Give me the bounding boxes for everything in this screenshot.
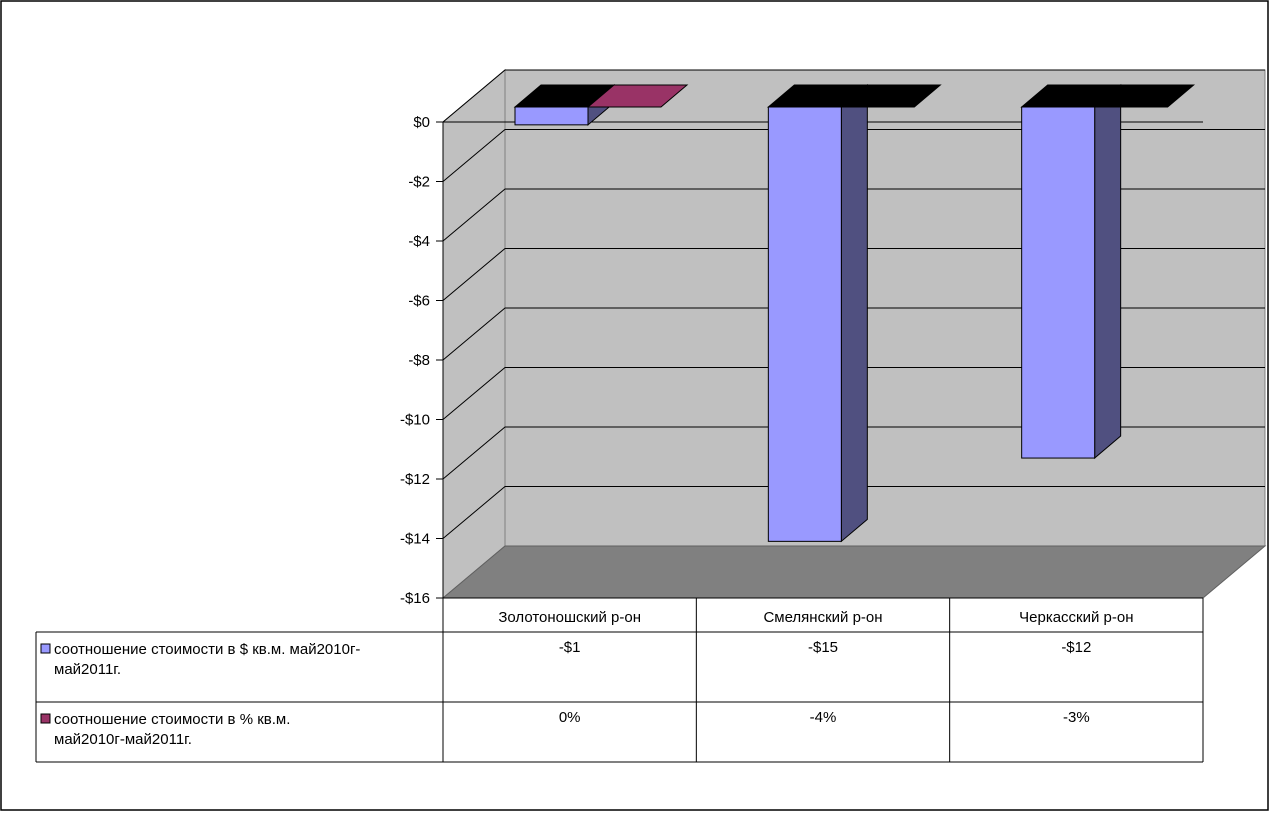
y-tick-label: -$14	[400, 531, 430, 548]
y-tick-label: -$8	[408, 352, 430, 369]
bar-percent-top	[839, 84, 942, 108]
data-label: -$12	[1061, 639, 1091, 656]
gridline	[442, 69, 1265, 123]
y-tick-label: -$16	[400, 590, 430, 607]
y-tick-label: -$10	[400, 412, 430, 429]
y-tick-label: $0	[413, 114, 430, 131]
floor	[441, 545, 1267, 599]
data-label: 0%	[559, 709, 581, 726]
bar-usd	[766, 83, 869, 543]
gridline	[442, 129, 1265, 182]
data-label: -$15	[808, 639, 838, 656]
bar-usd-side	[840, 83, 868, 543]
bar-percent-top	[1093, 84, 1196, 108]
bar-percent	[586, 84, 689, 108]
gridline	[442, 486, 1265, 539]
y-tick-label: -$2	[408, 174, 430, 191]
legend-label: соотношение стоимости в % кв.м. май2010г-…	[54, 711, 290, 748]
gridline	[442, 367, 1265, 420]
gridline	[442, 307, 1265, 361]
bar-percent-top	[586, 84, 689, 108]
bar-usd-front	[1021, 106, 1096, 459]
bar-percent	[1093, 84, 1196, 108]
bar-usd-front	[514, 106, 589, 126]
legend-swatch	[40, 643, 51, 654]
gridline	[442, 188, 1265, 242]
legend-swatch	[40, 713, 51, 724]
bar-usd-side	[1094, 83, 1122, 460]
data-label: -$1	[559, 639, 581, 656]
y-tick-label: -$4	[408, 233, 430, 250]
legend-label: соотношение стоимости в $ кв.м. май2010г…	[54, 641, 360, 678]
gridline	[442, 248, 1265, 301]
data-label: -3%	[1063, 709, 1090, 726]
x-category-label: Смелянский р-он	[763, 609, 882, 626]
bar-percent	[839, 84, 942, 108]
y-tick-label: -$6	[408, 293, 430, 310]
x-category-label: Золотоношский р-он	[498, 609, 641, 626]
x-category-label: Черкасский р-он	[1019, 609, 1133, 626]
bar-usd	[1020, 83, 1123, 460]
data-label: -4%	[810, 709, 837, 726]
y-tick-label: -$12	[400, 471, 430, 488]
bar-usd-front	[767, 106, 842, 542]
gridline	[442, 426, 1265, 480]
